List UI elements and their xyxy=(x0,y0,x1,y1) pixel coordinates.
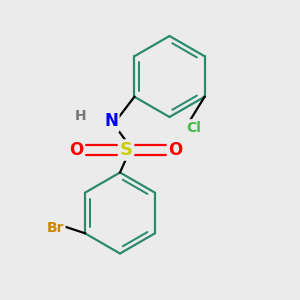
Text: O: O xyxy=(168,141,183,159)
Text: Br: Br xyxy=(47,221,64,235)
Text: Cl: Cl xyxy=(186,121,201,134)
Text: H: H xyxy=(75,109,87,122)
Text: S: S xyxy=(119,141,133,159)
Text: N: N xyxy=(104,112,118,130)
Text: O: O xyxy=(69,141,84,159)
